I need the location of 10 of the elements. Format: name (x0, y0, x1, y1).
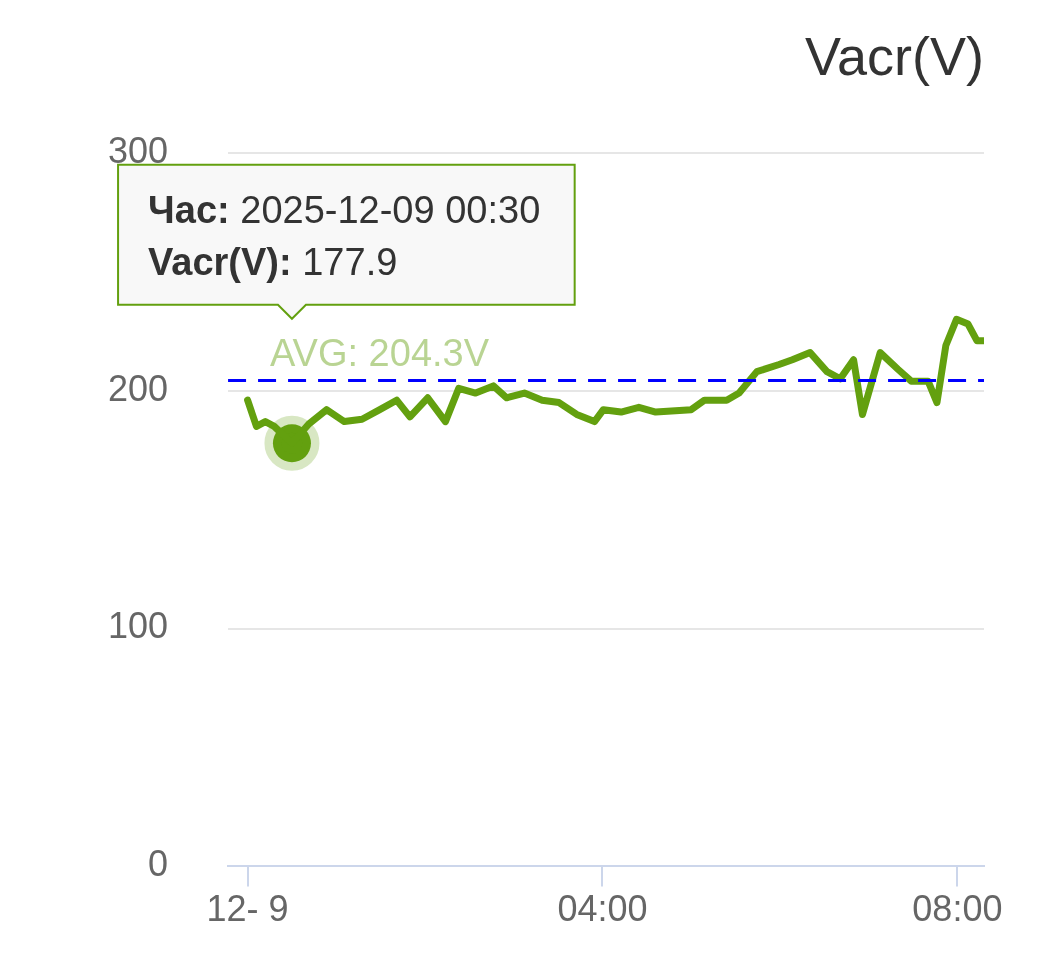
chart-title: Vacr(V) (804, 26, 984, 87)
annotation: Час: 2025-12-09 00:30 Vacr(V): 177.9 (148, 188, 541, 283)
y-tick-label: 200 (107, 367, 169, 409)
y-tick-label: 0 (148, 843, 169, 885)
ref-line-label: AVG: 204.3V (270, 332, 490, 375)
y-tick-label: 100 (107, 605, 169, 647)
y-tick-label: 300 (107, 129, 169, 171)
x-tick-label: 04:00 (557, 887, 648, 929)
x-tick-label: 12- 9 (206, 887, 289, 929)
x-tick-label: 08:00 (912, 887, 1003, 929)
